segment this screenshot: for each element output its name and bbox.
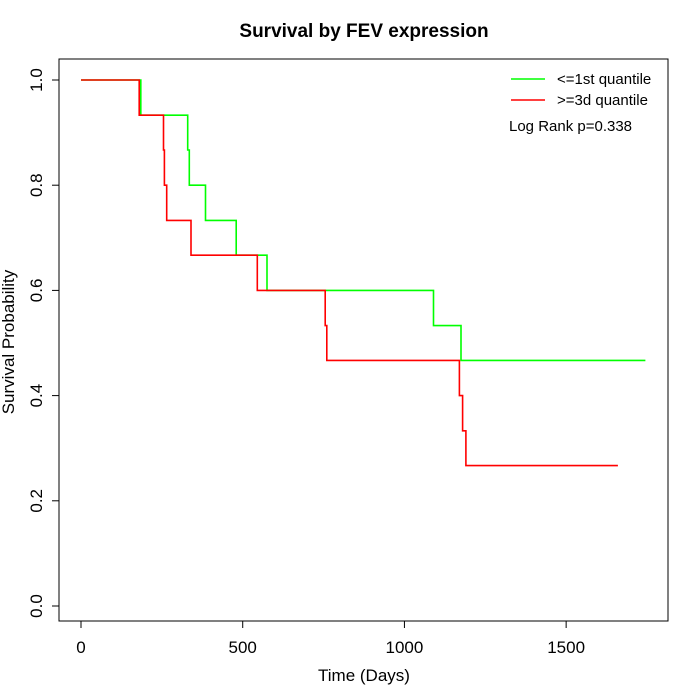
series-line-2 (81, 79, 618, 467)
legend-label-1: <=1st quantile (557, 71, 651, 88)
y-tick-label: 0.8 (27, 173, 46, 197)
x-axis-label: Time (Days) (318, 666, 410, 685)
y-tick-label: 1.0 (27, 68, 46, 92)
y-tick-label: 0.0 (27, 594, 46, 618)
series-line-1 (81, 79, 646, 362)
y-tick-label: 0.6 (27, 279, 46, 303)
series-layer (81, 79, 646, 467)
x-axis: 0 500 1000 1500 (76, 620, 585, 657)
legend: <=1st quantile >=3d quantile (511, 71, 651, 109)
y-axis-label: Survival Probability (0, 269, 18, 414)
legend-label-2: >=3d quantile (557, 92, 648, 109)
y-axis: 0.0 0.2 0.4 0.6 0.8 1.0 (27, 68, 60, 618)
y-tick-label: 0.4 (27, 384, 46, 408)
log-rank-annotation: Log Rank p=0.338 (509, 118, 632, 135)
x-tick-label: 1500 (547, 638, 585, 657)
chart-title: Survival by FEV expression (239, 21, 488, 42)
y-tick-label: 0.2 (27, 489, 46, 513)
x-tick-label: 1000 (386, 638, 424, 657)
x-tick-label: 500 (229, 638, 257, 657)
x-tick-label: 0 (76, 638, 85, 657)
